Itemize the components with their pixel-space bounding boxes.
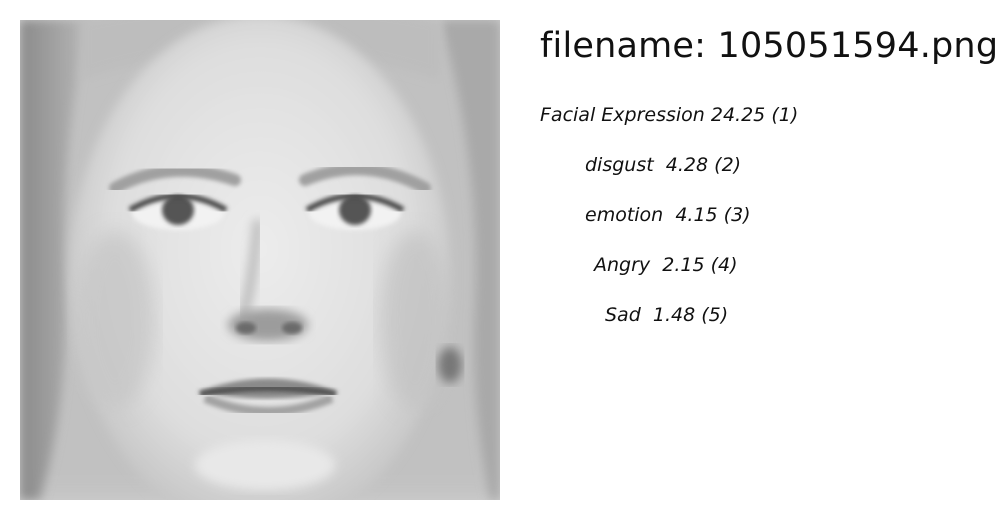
- filename-title: filename: 105051594.png: [540, 26, 999, 66]
- label-rank: (4): [710, 254, 738, 276]
- label-score: 1.48: [652, 304, 696, 326]
- label-rank: (1): [771, 104, 799, 126]
- label-score: 4.15: [675, 204, 718, 226]
- label-emotion: emotion 4.15 (3): [585, 203, 751, 227]
- label-name: disgust: [585, 154, 654, 176]
- label-rank: (2): [714, 154, 742, 176]
- label-rank: (3): [723, 204, 751, 226]
- label-score: 24.25: [710, 104, 766, 126]
- label-score: 4.28: [665, 154, 709, 176]
- label-angry: Angry 2.15 (4): [594, 253, 738, 277]
- label-score: 2.15: [662, 254, 705, 276]
- label-name: Sad: [605, 304, 641, 326]
- label-facial-expression: Facial Expression 24.25 (1): [540, 103, 798, 127]
- label-sad: Sad 1.48 (5): [605, 303, 728, 327]
- label-rank: (5): [701, 304, 729, 326]
- label-name: Facial Expression: [540, 104, 705, 126]
- face-photo: [20, 20, 500, 500]
- label-name: emotion: [585, 204, 664, 226]
- label-name: Angry: [594, 254, 651, 276]
- label-disgust: disgust 4.28 (2): [585, 153, 741, 177]
